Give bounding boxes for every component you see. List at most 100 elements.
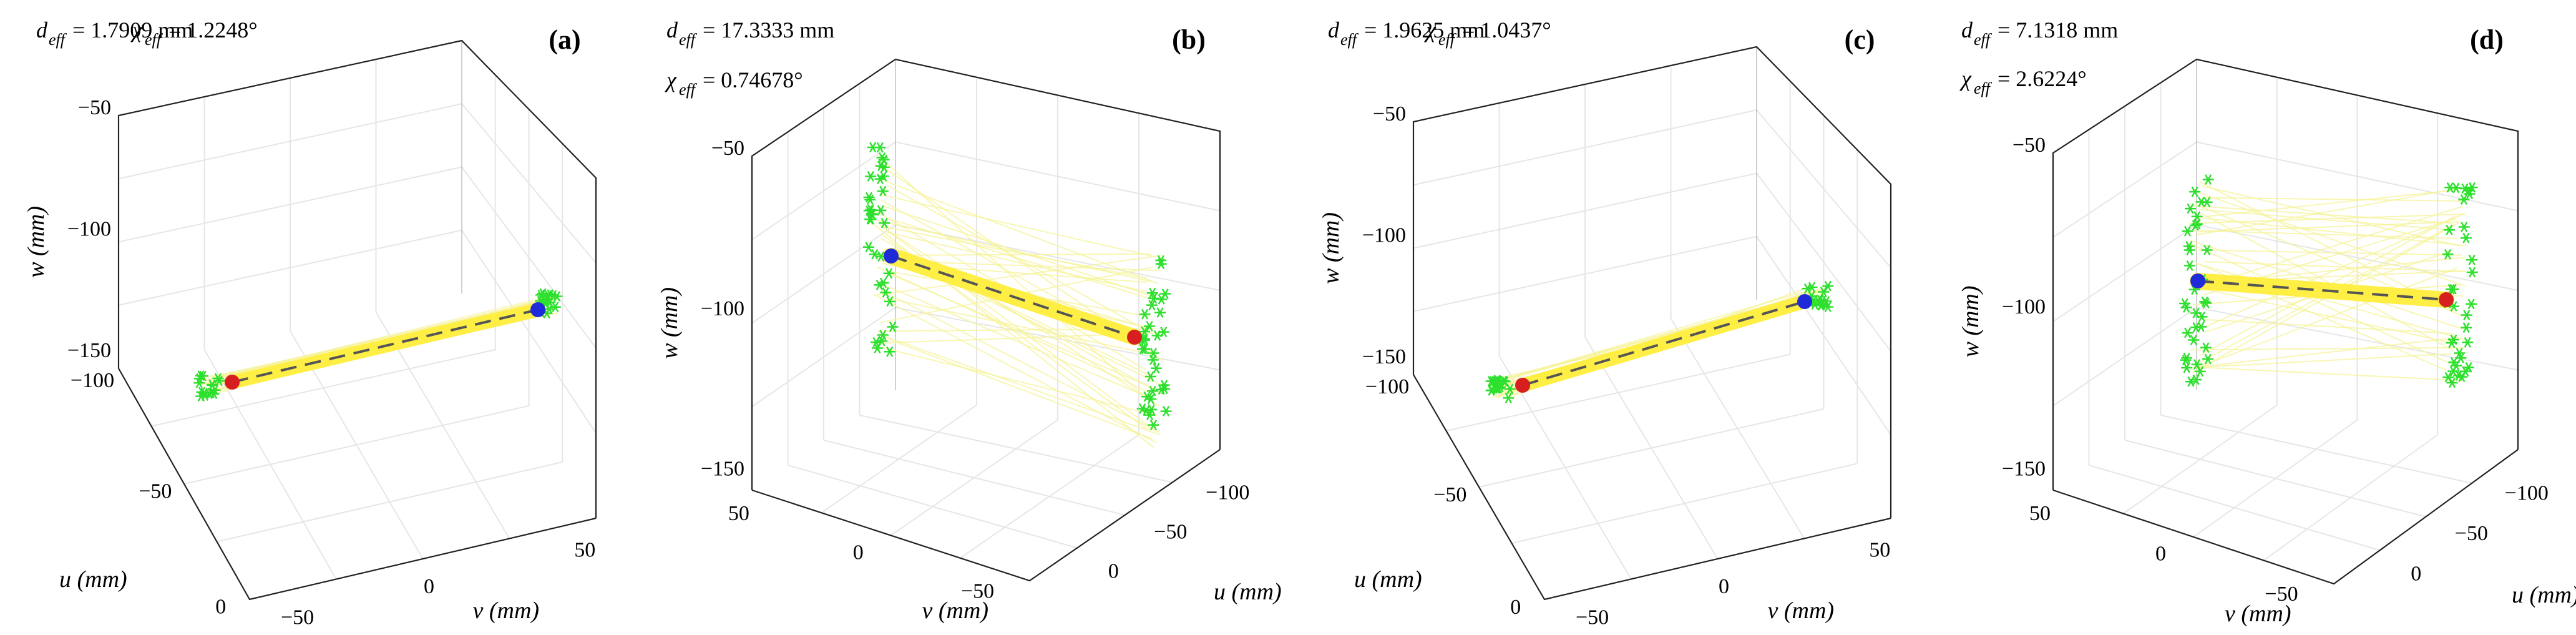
d-eff-subscript: eff — [49, 31, 67, 49]
beam-strand — [874, 293, 1157, 443]
point-cloud-start — [863, 142, 899, 357]
v-tick-label: 0 — [1719, 575, 1729, 598]
cloud-point — [2456, 348, 2463, 358]
cloud-point — [198, 386, 206, 398]
cloud-point — [2464, 337, 2471, 348]
beam-strand — [875, 253, 1151, 256]
beam-strand — [882, 347, 1158, 416]
cloud-point — [871, 249, 879, 260]
beam-strand — [888, 218, 1150, 299]
panel-label: (a) — [549, 24, 580, 55]
d-eff-symbol: d — [1961, 17, 1973, 42]
cloud-point — [881, 154, 888, 165]
v-axis-label: v (mm) — [2225, 601, 2291, 627]
beam-strand — [2189, 242, 2459, 368]
beam-center-line — [2197, 280, 2447, 301]
w-axis-label: w (mm) — [1318, 212, 1344, 284]
w-tick-label: −100 — [701, 297, 744, 320]
chi-eff-symbol: χ — [1424, 17, 1437, 42]
cloud-point — [2190, 335, 2197, 345]
panel-a: −50 −100 −150 w (mm) −100 −50 0 −50 0 50 u (mm) v (… — [23, 17, 597, 629]
cloud-point — [2202, 342, 2210, 353]
w-tick-label: −150 — [1362, 345, 1406, 368]
point-cloud-start — [1485, 375, 1516, 403]
cloud-point — [2192, 220, 2199, 231]
cloud-point — [1810, 294, 1818, 305]
w-tick-label: −100 — [2002, 295, 2046, 318]
beam-strand — [881, 289, 1161, 433]
chi-eff-annotation: χ eff = 2.6224° — [1959, 66, 2087, 97]
u-tick-label: −50 — [139, 480, 172, 503]
cloud-point — [876, 142, 884, 153]
cloud-point — [2204, 353, 2212, 365]
u-tick-label: −100 — [1206, 481, 1249, 505]
cloud-point — [878, 335, 886, 347]
axes-box-floor — [118, 368, 597, 601]
cloud-point — [2446, 182, 2454, 193]
cloud-point — [2455, 370, 2462, 381]
d-eff-annotation: d eff = 7.1318 mm — [1961, 17, 2118, 49]
cloud-point — [869, 209, 876, 220]
cloud-point — [2197, 321, 2205, 332]
u-tick-label: −100 — [1365, 375, 1409, 398]
panel-label: (b) — [1172, 24, 1206, 55]
cloud-point — [2205, 174, 2212, 185]
beam-strand — [888, 338, 1153, 440]
chi-eff-subscript: eff — [679, 81, 698, 99]
beam-strand — [883, 225, 1147, 279]
cloud-point — [1505, 393, 1512, 403]
cloud-point — [882, 287, 889, 298]
v-tick-label: 0 — [2155, 543, 2166, 566]
u-axis-label: u (mm) — [59, 566, 127, 593]
u-tick-label: −50 — [1154, 521, 1187, 544]
cloud-point — [2203, 197, 2211, 208]
cloud-point — [2203, 245, 2211, 255]
grid-line — [118, 229, 462, 306]
chi-eff-subscript: eff — [145, 31, 163, 49]
cloud-point — [1149, 354, 1157, 365]
beam-strand — [2191, 267, 2458, 371]
cloud-point — [1506, 383, 1514, 395]
chi-eff-value: = 2.6224° — [1998, 66, 2087, 91]
cloud-point — [872, 337, 880, 348]
d-eff-subscript: eff — [679, 31, 698, 49]
v-axis-label: v (mm) — [922, 598, 989, 624]
grid-line — [217, 461, 563, 543]
beam-strand — [884, 180, 1158, 284]
chi-eff-value: = 0.74678° — [703, 67, 803, 92]
v-axis-label: v (mm) — [1768, 598, 1835, 624]
beam-strand — [2205, 197, 2466, 202]
cloud-point — [1488, 385, 1495, 396]
beam-strand — [2202, 185, 2460, 247]
cloud-point — [2185, 241, 2193, 252]
beam-strand — [2201, 213, 2464, 329]
beam-strand — [2192, 366, 2463, 381]
beam-strand — [2202, 318, 2452, 335]
panel-b: −50 −100 −150 w (mm) 0 −50 −100 50 0 −50 u (mm) v (… — [656, 17, 1282, 624]
cloud-point — [1500, 375, 1508, 386]
cloud-point — [2198, 311, 2206, 322]
cloud-point — [537, 289, 545, 300]
cloud-point — [2465, 185, 2472, 196]
cloud-point — [1153, 363, 1160, 374]
beam-strand — [2198, 209, 2451, 231]
v-tick-label: −50 — [2265, 583, 2298, 606]
cloud-point — [1141, 333, 1148, 345]
w-tick-label: −150 — [2002, 457, 2046, 480]
cloud-point — [1146, 321, 1153, 332]
cloud-point — [1149, 385, 1156, 396]
cloud-point — [200, 387, 208, 398]
cloud-point — [1824, 280, 1832, 292]
cloud-point — [1493, 375, 1501, 385]
cloud-point — [2192, 308, 2200, 318]
cloud-point — [2444, 249, 2452, 260]
d-eff-value: = 1.9625 mm — [1364, 17, 1485, 42]
chi-eff-subscript: eff — [1974, 79, 1993, 97]
cloud-point — [876, 279, 883, 290]
cloud-point — [881, 217, 888, 229]
grid-line — [2263, 434, 2438, 561]
cloud-point — [877, 205, 884, 216]
d-eff-value: = 17.3333 mm — [703, 17, 834, 42]
w-axis-label: w (mm) — [1958, 285, 1984, 357]
